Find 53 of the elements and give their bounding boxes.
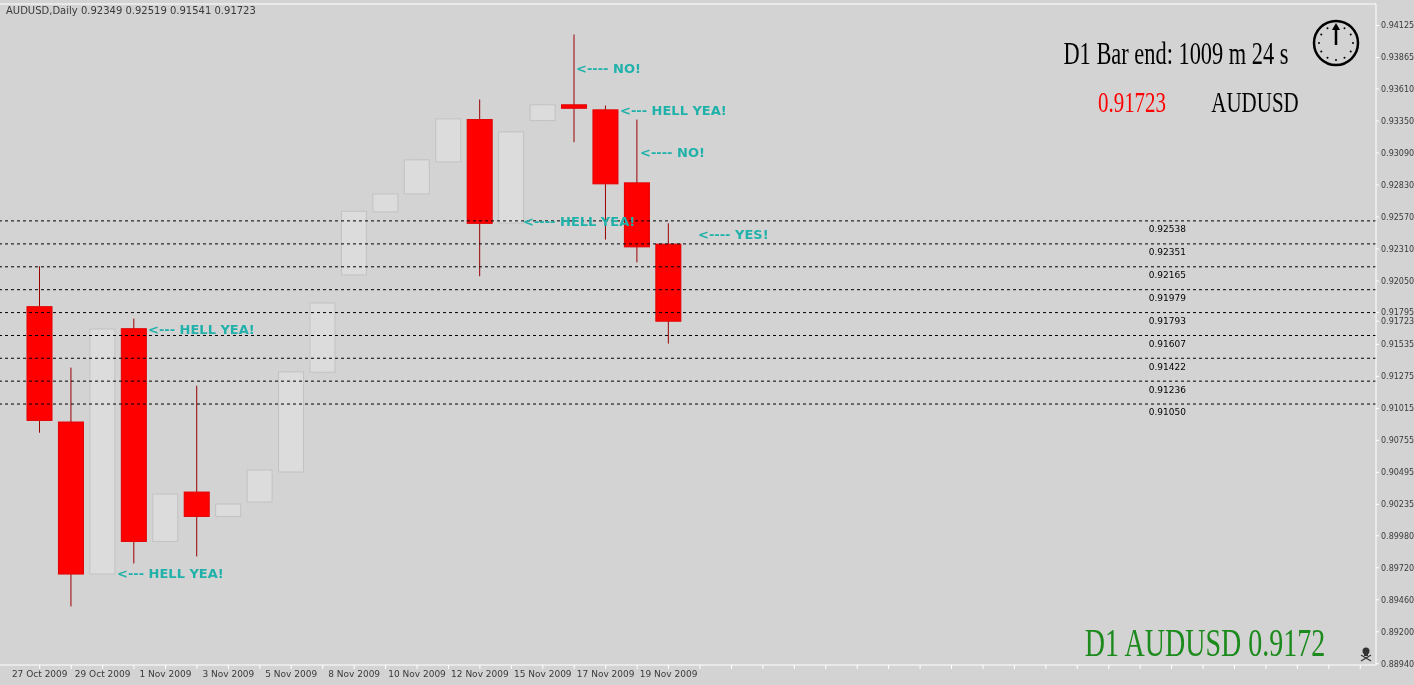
y-tick-label: 0.92050 — [1381, 276, 1414, 286]
ref-line-label: 0.92538 — [1148, 224, 1187, 235]
y-tick-label: 0.89200 — [1381, 627, 1414, 637]
y-tick-label: 0.92830 — [1381, 180, 1414, 190]
y-tick-label: 0.88940 — [1381, 659, 1414, 669]
x-tick-label: 19 Nov 2009 — [639, 669, 698, 680]
annotation: 0.91723 — [1097, 85, 1167, 119]
x-tick-label: 27 Oct 2009 — [11, 669, 68, 680]
ref-line-label: 0.91607 — [1148, 338, 1186, 349]
ref-line-label: 0.91793 — [1148, 315, 1186, 326]
x-tick-label: 17 Nov 2009 — [576, 669, 635, 680]
y-tick-label: 0.90235 — [1381, 500, 1414, 510]
ref-line-label: 0.91979 — [1148, 293, 1187, 304]
chart-title: AUDUSD,Daily 0.92349 0.92519 0.91541 0.91723 — [6, 5, 256, 16]
annotation: <--- HELL YEA! — [620, 102, 727, 118]
y-tick-label: 0.92310 — [1381, 244, 1414, 254]
ref-line-label: 0.92165 — [1148, 270, 1186, 281]
y-tick-label: 0.91535 — [1381, 340, 1414, 350]
y-tick-label: 0.89980 — [1381, 531, 1414, 541]
annotation: <--- HELL YEA! — [117, 565, 224, 581]
annotation: <---- NO! — [640, 144, 705, 160]
y-tick-label: 0.94125 — [1381, 21, 1414, 31]
y-tick-label: 0.89460 — [1381, 595, 1414, 605]
annotation: <---- YES! — [698, 226, 769, 242]
annotation: <--- HELL YEA! — [148, 321, 255, 337]
y-tick-label: 0.91723 — [1381, 317, 1414, 327]
annotation: AUDUSD — [1211, 85, 1299, 119]
y-tick-label: 0.93610 — [1381, 84, 1414, 94]
y-tick-label: 0.93865 — [1381, 53, 1414, 63]
x-tick-label: 1 Nov 2009 — [139, 669, 192, 680]
y-tick-label: 0.93090 — [1381, 148, 1414, 158]
ref-line-label: 0.92351 — [1148, 247, 1186, 258]
ref-line-label: 0.91422 — [1148, 361, 1186, 372]
ref-line-label: 0.91236 — [1148, 384, 1187, 395]
y-tick-label: 0.92570 — [1381, 212, 1414, 222]
x-tick-label: 5 Nov 2009 — [265, 669, 318, 680]
y-tick-label: 0.91275 — [1381, 372, 1414, 382]
x-tick-label: 8 Nov 2009 — [328, 669, 381, 680]
x-tick-label: 15 Nov 2009 — [513, 669, 572, 680]
x-tick-label: 29 Oct 2009 — [74, 669, 131, 680]
annotation: D1 AUDUSD 0.9172 — [1084, 620, 1326, 665]
y-tick-label: 0.89720 — [1381, 563, 1414, 573]
y-tick-label: 0.90495 — [1381, 468, 1414, 478]
annotation: D1 Bar end: 1009 m 24 s — [1063, 35, 1289, 71]
y-tick-label: 0.91795 — [1381, 308, 1414, 318]
annotation: <---- NO! — [576, 60, 641, 76]
x-tick-label: 12 Nov 2009 — [451, 669, 509, 680]
x-tick-label: 3 Nov 2009 — [202, 669, 255, 680]
y-tick-label: 0.90755 — [1381, 436, 1414, 446]
y-tick-label: 0.93350 — [1381, 116, 1414, 126]
x-tick-label: 10 Nov 2009 — [388, 669, 447, 680]
ref-line-label: 0.91050 — [1148, 407, 1187, 418]
y-tick-label: 0.91015 — [1381, 404, 1414, 414]
